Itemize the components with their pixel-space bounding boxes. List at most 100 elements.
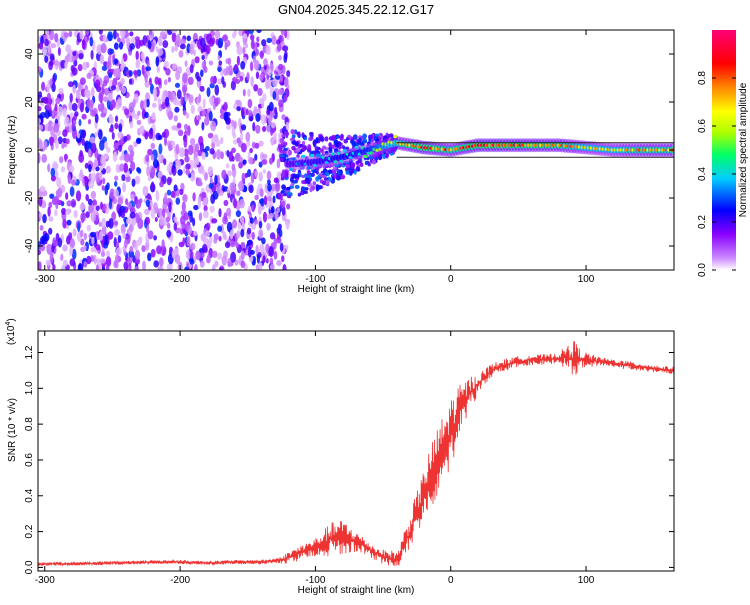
spectrogram-cell — [291, 145, 296, 151]
spectrogram-cell — [127, 201, 132, 210]
spectrogram-cell — [238, 156, 244, 163]
spectrogram-cell — [171, 32, 177, 43]
spectrogram-cell — [99, 139, 105, 151]
spectrogram-cell — [269, 212, 274, 219]
spectrogram-cell — [104, 87, 109, 96]
snr-series-line — [38, 341, 674, 567]
spectrogram-cell — [76, 132, 81, 139]
spectrogram-cell — [343, 138, 349, 144]
spectrogram-cell — [113, 30, 117, 40]
spectrogram-cell — [182, 110, 187, 116]
spectrogram-cell — [153, 260, 159, 268]
spectrogram-cell — [367, 162, 371, 167]
spectrogram-cell — [184, 266, 189, 270]
spectrogram-cell — [310, 150, 315, 154]
spectrogram-cell — [88, 164, 92, 173]
spectrogram-cell — [259, 244, 265, 255]
spectrogram-cell — [41, 153, 47, 163]
spectrogram-cell — [88, 203, 94, 214]
spectrogram-cell — [157, 35, 163, 47]
spectrogram-cell — [117, 97, 122, 107]
spectrogram-cell — [94, 158, 98, 168]
spectrogram-cell — [248, 30, 254, 35]
spectrogram-cell — [95, 264, 99, 270]
spectrogram-cell — [240, 260, 246, 269]
spectrogram-cell — [265, 243, 270, 254]
spectrogram-cell — [352, 134, 358, 141]
spectrogram-cell — [308, 136, 313, 142]
spectrogram-cell — [295, 147, 301, 153]
spectrogram-cell — [312, 181, 317, 186]
spectrogram-cell — [163, 158, 167, 166]
spectrogram-cell — [255, 113, 261, 122]
spectrogram-cell — [164, 192, 168, 204]
spectrogram-cell — [211, 141, 216, 149]
spectrogram-cell — [69, 258, 76, 267]
spectrogram-cell — [61, 142, 65, 149]
spectrogram-cell — [118, 83, 123, 91]
spectrogram-cell — [296, 131, 301, 136]
spectrogram-cell — [246, 239, 253, 246]
spectrogram-cell — [357, 139, 362, 144]
spectrogram-cell — [108, 115, 114, 124]
spectrogram-cell — [268, 78, 272, 89]
spectrogram-cell — [150, 142, 156, 150]
spectrogram-cell — [283, 53, 288, 64]
spectrogram-cell — [189, 250, 194, 259]
spectrogram-cell — [43, 233, 50, 242]
spectrogram-cell — [118, 123, 123, 133]
spectrogram-cell — [248, 156, 254, 165]
spectrogram-cell — [370, 138, 375, 142]
spectrogram-cell — [289, 192, 293, 197]
spectrogram-cell — [138, 198, 143, 204]
spectrogram-cell — [223, 212, 228, 222]
spectrogram-cell — [180, 210, 185, 216]
spectrogram-cell — [98, 91, 103, 103]
spectrogram-cell — [324, 171, 330, 176]
spectrogram-cell — [256, 254, 260, 264]
spectrogram-cell — [38, 196, 43, 207]
spectrogram-cell — [281, 255, 285, 263]
spectrogram-cell — [152, 159, 159, 169]
spectrogram-cell — [272, 78, 278, 88]
spectrogram-cell — [254, 170, 259, 178]
spectrogram-cell — [369, 134, 374, 140]
spectrogram-cell — [180, 43, 186, 50]
spectrogram-cell — [161, 131, 166, 138]
spectrogram-cell — [254, 219, 259, 225]
spectrogram-cell — [215, 139, 221, 147]
spectrogram-y-tick-label: 40 — [24, 48, 35, 60]
spectrogram-cell — [168, 201, 172, 213]
spectrogram-cell — [83, 245, 87, 251]
spectrogram-cell — [91, 236, 95, 245]
spectrogram-cell — [258, 171, 263, 182]
spectrogram-cell — [240, 132, 244, 142]
spectrogram-cell — [81, 137, 85, 146]
spectrogram-cell — [240, 228, 245, 238]
spectrogram-cell — [124, 108, 130, 116]
spectrogram-cell — [273, 177, 279, 184]
spectrogram-cell — [166, 222, 171, 229]
spectrogram-cell — [261, 153, 268, 159]
spectrogram-cell — [85, 30, 90, 36]
colorbar-gradient — [712, 30, 736, 270]
spectrogram-cell — [166, 263, 171, 270]
spectrogram-cell — [91, 87, 95, 98]
spectrogram-cell — [249, 61, 254, 72]
spectrogram-cell — [196, 76, 202, 82]
spectrogram-cell — [119, 155, 124, 161]
spectrogram-cell — [185, 223, 189, 232]
spectrogram-cell — [100, 112, 106, 118]
spectrogram-cell — [323, 168, 327, 173]
spectrogram-cell — [140, 51, 145, 60]
snr-y-tick-label: 0.6 — [24, 453, 35, 467]
spectrogram-cell — [241, 107, 245, 118]
spectrogram-cell — [46, 83, 51, 93]
spectrogram-cell — [39, 243, 46, 252]
spectrogram-cell — [269, 157, 273, 165]
spectrogram-cell — [159, 181, 164, 188]
spectrogram-cell — [268, 116, 272, 127]
spectrogram-cell — [109, 188, 115, 199]
spectrogram-cell — [129, 121, 134, 129]
spectrogram-cell — [209, 148, 215, 155]
